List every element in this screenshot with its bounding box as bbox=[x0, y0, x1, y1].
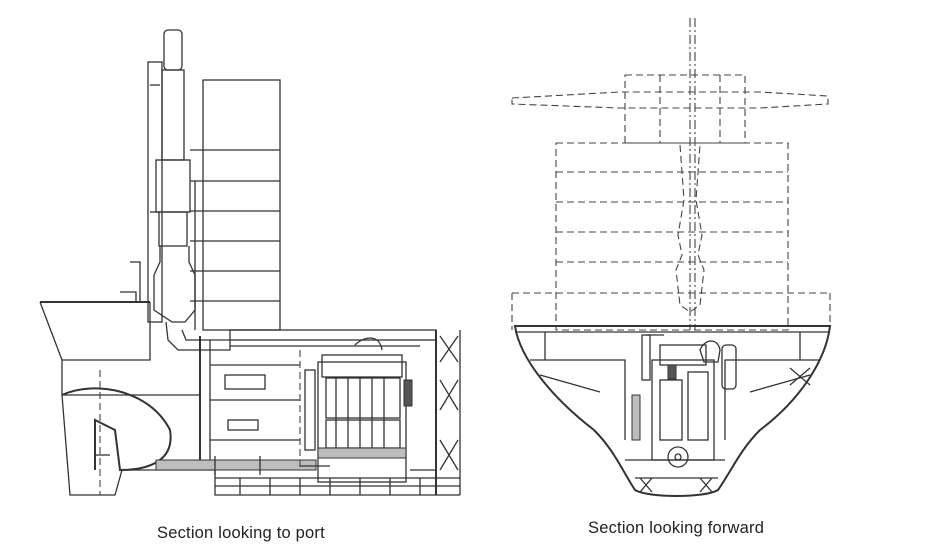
hull-section bbox=[513, 325, 832, 497]
caption-port-section: Section looking to port bbox=[157, 524, 325, 542]
stern-hull bbox=[39, 301, 460, 496]
mast bbox=[511, 18, 829, 330]
exhaust-uptake-forward bbox=[675, 144, 705, 313]
section-forward-view bbox=[511, 18, 832, 497]
forward-bulkhead bbox=[410, 330, 461, 495]
caption-forward-section: Section looking forward bbox=[588, 519, 765, 537]
exhaust-stack bbox=[147, 29, 231, 351]
engine-casing bbox=[40, 261, 437, 470]
double-bottom bbox=[215, 477, 460, 495]
section-port-view bbox=[39, 29, 461, 496]
main-engine-forward bbox=[641, 334, 737, 468]
propeller-shaft bbox=[155, 456, 317, 475]
main-engine-port bbox=[299, 337, 413, 483]
accommodation-forward bbox=[511, 142, 831, 331]
accommodation-block bbox=[190, 79, 281, 331]
